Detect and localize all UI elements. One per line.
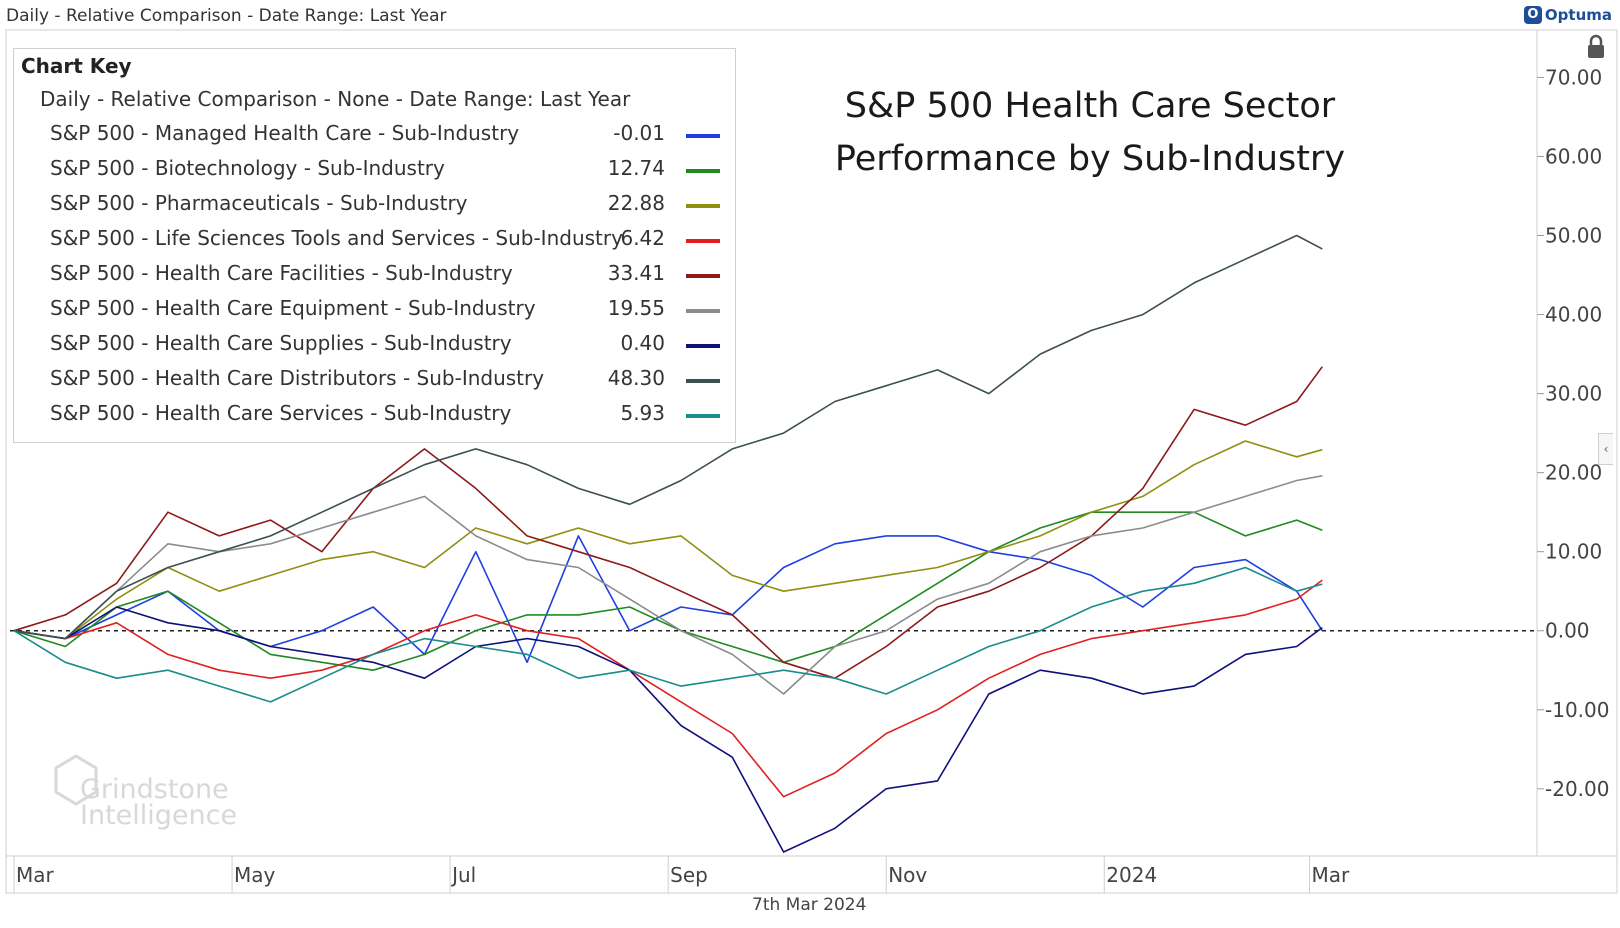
legend-item: S&P 500 - Biotechnology - Sub-Industry 12… — [50, 156, 720, 186]
x-tick-label: Mar — [1312, 863, 1351, 887]
chart-key-subtitle: Daily - Relative Comparison - None - Dat… — [40, 87, 631, 111]
chart-header: Daily - Relative Comparison - Date Range… — [6, 6, 447, 26]
legend-item-swatch — [686, 134, 720, 138]
x-tick-label: Nov — [888, 863, 927, 887]
legend-item-value: 22.88 — [607, 191, 665, 215]
series-line-9 — [13, 566, 1323, 703]
legend-item-swatch — [686, 309, 720, 313]
legend-item: S&P 500 - Health Care Services - Sub-Ind… — [50, 401, 720, 431]
legend-item-swatch — [686, 169, 720, 173]
y-tick-label: 60.00 — [1545, 144, 1602, 168]
legend-item-swatch — [686, 414, 720, 418]
watermark-line-1: Grindstone — [80, 774, 229, 805]
current-date-label: 7th Mar 2024 — [752, 895, 867, 915]
brand-name: Optuma — [1544, 6, 1612, 24]
y-tick-label: 0.00 — [1545, 619, 1590, 643]
legend-item-name: S&P 500 - Health Care Supplies - Sub-Ind… — [50, 331, 512, 355]
x-tick-label: Jul — [450, 863, 476, 887]
chart-title: S&P 500 Health Care Sector Performance b… — [800, 80, 1380, 186]
y-tick-label: 10.00 — [1545, 540, 1602, 564]
series-line-3 — [13, 440, 1323, 640]
series-line-4 — [13, 579, 1323, 798]
legend-item: S&P 500 - Health Care Distributors - Sub… — [50, 366, 720, 396]
y-tick-label: 70.00 — [1545, 65, 1602, 89]
x-tick-label: Sep — [670, 863, 708, 887]
legend-item: S&P 500 - Health Care Supplies - Sub-Ind… — [50, 331, 720, 361]
legend-item-value: -0.01 — [613, 121, 665, 145]
legend-item-value: 19.55 — [607, 296, 665, 320]
legend-item-name: S&P 500 - Health Care Equipment - Sub-In… — [50, 296, 536, 320]
legend-item-name: S&P 500 - Pharmaceuticals - Sub-Industry — [50, 191, 468, 215]
legend-item: S&P 500 - Managed Health Care - Sub-Indu… — [50, 121, 720, 151]
collapse-panel-button[interactable]: ‹ — [1598, 433, 1613, 465]
series-line-6 — [13, 475, 1323, 695]
chart-title-line-2: Performance by Sub-Industry — [834, 139, 1346, 179]
y-tick-label: 50.00 — [1545, 224, 1602, 248]
y-tick-label: 30.00 — [1545, 382, 1602, 406]
y-tick-label: 40.00 — [1545, 303, 1602, 327]
y-tick-label: -20.00 — [1545, 777, 1609, 801]
legend-item: S&P 500 - Health Care Equipment - Sub-In… — [50, 296, 720, 326]
brand-logo: O Optuma — [1523, 4, 1612, 26]
legend-item-name: S&P 500 - Health Care Facilities - Sub-I… — [50, 261, 513, 285]
watermark-hex-icon — [54, 754, 98, 806]
legend-item: S&P 500 - Health Care Facilities - Sub-I… — [50, 261, 720, 291]
legend-item-swatch — [686, 379, 720, 383]
series-line-2 — [13, 511, 1323, 671]
y-tick-label: 20.00 — [1545, 461, 1602, 485]
legend-item-value: 33.41 — [607, 261, 665, 285]
legend-item-value: 12.74 — [607, 156, 665, 180]
chart-frame — [5, 29, 1618, 894]
x-tick-label: May — [234, 863, 276, 887]
chart-key: Chart Key Daily - Relative Comparison - … — [13, 48, 736, 443]
legend-item-name: S&P 500 - Life Sciences Tools and Servic… — [50, 226, 623, 250]
x-tick-label: 2024 — [1106, 863, 1157, 887]
lock-icon[interactable] — [1585, 34, 1607, 60]
legend-item-value: 5.93 — [620, 401, 665, 425]
legend-item-swatch — [686, 274, 720, 278]
x-tick-label: Mar — [16, 863, 55, 887]
legend-item: S&P 500 - Life Sciences Tools and Servic… — [50, 226, 720, 256]
series-line-7 — [13, 606, 1323, 853]
legend-item-swatch — [686, 239, 720, 243]
series-line-5 — [13, 366, 1323, 679]
legend-item-value: 0.40 — [620, 331, 665, 355]
legend-item-name: S&P 500 - Managed Health Care - Sub-Indu… — [50, 121, 520, 145]
chart-key-title: Chart Key — [21, 54, 132, 78]
legend-item-value: 6.42 — [620, 226, 665, 250]
legend-item: S&P 500 - Pharmaceuticals - Sub-Industry… — [50, 191, 720, 221]
legend-item-swatch — [686, 344, 720, 348]
legend-item-value: 48.30 — [607, 366, 665, 390]
series-line-8 — [13, 234, 1323, 640]
legend-item-swatch — [686, 204, 720, 208]
watermark-line-2: Intelligence — [80, 800, 237, 831]
legend-item-name: S&P 500 - Biotechnology - Sub-Industry — [50, 156, 445, 180]
y-tick-label: -10.00 — [1545, 698, 1609, 722]
legend-item-name: S&P 500 - Health Care Distributors - Sub… — [50, 366, 545, 390]
legend-item-name: S&P 500 - Health Care Services - Sub-Ind… — [50, 401, 512, 425]
chart-title-line-1: S&P 500 Health Care Sector — [844, 86, 1336, 126]
optuma-logo-icon: O — [1523, 6, 1542, 24]
